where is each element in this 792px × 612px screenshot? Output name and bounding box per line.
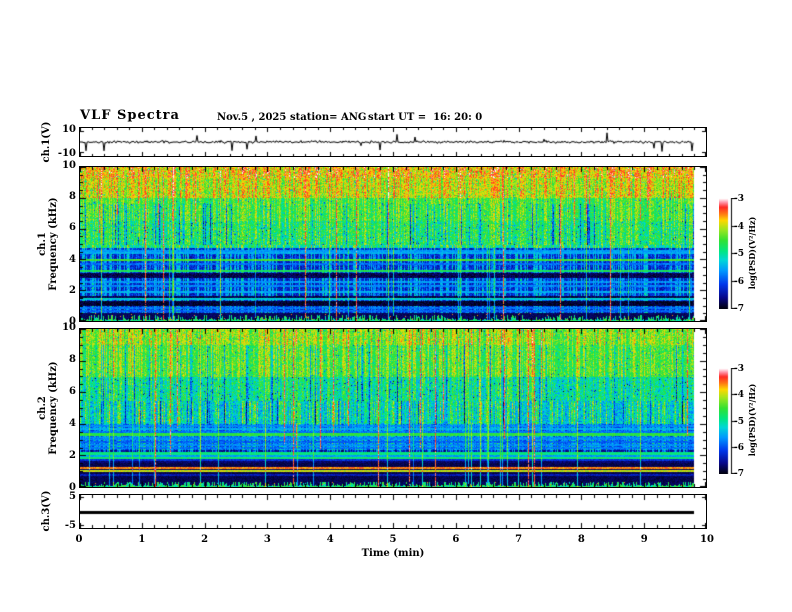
ch3-waveform-panel: [79, 494, 707, 529]
x-tick-label: 2: [201, 534, 209, 545]
colorbar-tick-label: -7: [734, 304, 744, 314]
page-title: VLF Spectra: [80, 108, 180, 123]
x-tick-label: 9: [640, 534, 648, 545]
x-tick-label: 8: [577, 534, 585, 545]
ch1-spec-ytick: 0: [69, 316, 76, 327]
ch1-spec-ytick: 6: [69, 222, 76, 234]
ch1-wave-ytick: 10: [62, 124, 76, 135]
ch1-spectrogram-canvas: [80, 167, 706, 321]
ch3-wave-ytick: -5: [64, 520, 76, 531]
ch2-spec-ytick: 4: [69, 418, 76, 429]
ch2-spec-ytick: 6: [69, 386, 76, 397]
ch2-spectrogram-panel: [79, 328, 707, 488]
ch1-spectrogram-panel: [79, 166, 707, 322]
x-tick-label: 1: [138, 534, 146, 545]
colorbar-tick-label: -3: [734, 364, 744, 374]
ch1-spec-ytick: 10: [62, 160, 76, 171]
x-tick-label: 6: [452, 534, 460, 545]
ch1-spec-label-line1: ch.1: [37, 232, 48, 256]
x-tick-label: 3: [263, 534, 271, 545]
ch2-frequency-axis-label: ch.2 Frequency (kHz): [37, 353, 59, 463]
ch2-colorbar: [719, 368, 737, 474]
colorbar-tick-label: -4: [734, 221, 744, 232]
colorbar-tick-label: -6: [734, 276, 744, 287]
ch1-colorbar: [719, 198, 737, 309]
ch1-frequency-axis-label: ch.1 Frequency (kHz): [37, 189, 59, 299]
colorbar-tick-label: -4: [734, 390, 744, 401]
ch2-spectrogram-canvas: [80, 329, 706, 487]
ch1-wave-ytick: -10: [57, 148, 76, 159]
ch1-waveform-canvas: [80, 128, 706, 156]
colorbar-tick-label: -6: [734, 442, 744, 453]
x-tick-label: 4: [326, 534, 334, 545]
colorbar-tick-label: -3: [734, 194, 744, 204]
ch1-spec-ytick: 8: [69, 191, 76, 203]
station-label: station= ANG: [290, 112, 367, 123]
x-tick-label: 7: [515, 534, 523, 545]
colorbar-tick-label: -7: [734, 469, 744, 479]
ch1-waveform-panel: [79, 127, 707, 157]
colorbar-tick-label: -5: [734, 416, 744, 427]
ch2-spec-ytick: 0: [69, 482, 76, 493]
time-axis-label: Time (min): [361, 548, 425, 559]
ch1-spec-label-line2: Frequency (kHz): [48, 197, 59, 291]
x-tick-label: 5: [389, 534, 397, 545]
ch3-waveform-canvas: [80, 495, 706, 528]
x-tick-label: 0: [75, 534, 83, 545]
colorbar-tick-label: -5: [734, 249, 744, 259]
date-label: Nov.5 , 2025: [217, 112, 287, 123]
ch2-spec-ytick: 2: [69, 450, 76, 461]
ch2-spec-ytick: 10: [62, 322, 76, 333]
ch2-spec-label-line2: Frequency (kHz): [48, 361, 59, 455]
x-tick-label: 10: [700, 534, 714, 545]
ch3-wave-ytick: 5: [69, 491, 76, 502]
ch2-spec-ytick: 8: [69, 354, 76, 365]
ch1-spec-ytick: 2: [69, 284, 76, 296]
start-ut-label: start UT = 16: 20: 0: [368, 112, 483, 123]
ch2-spec-label-line1: ch.2: [37, 396, 48, 420]
ch1-spec-ytick: 4: [69, 253, 76, 265]
